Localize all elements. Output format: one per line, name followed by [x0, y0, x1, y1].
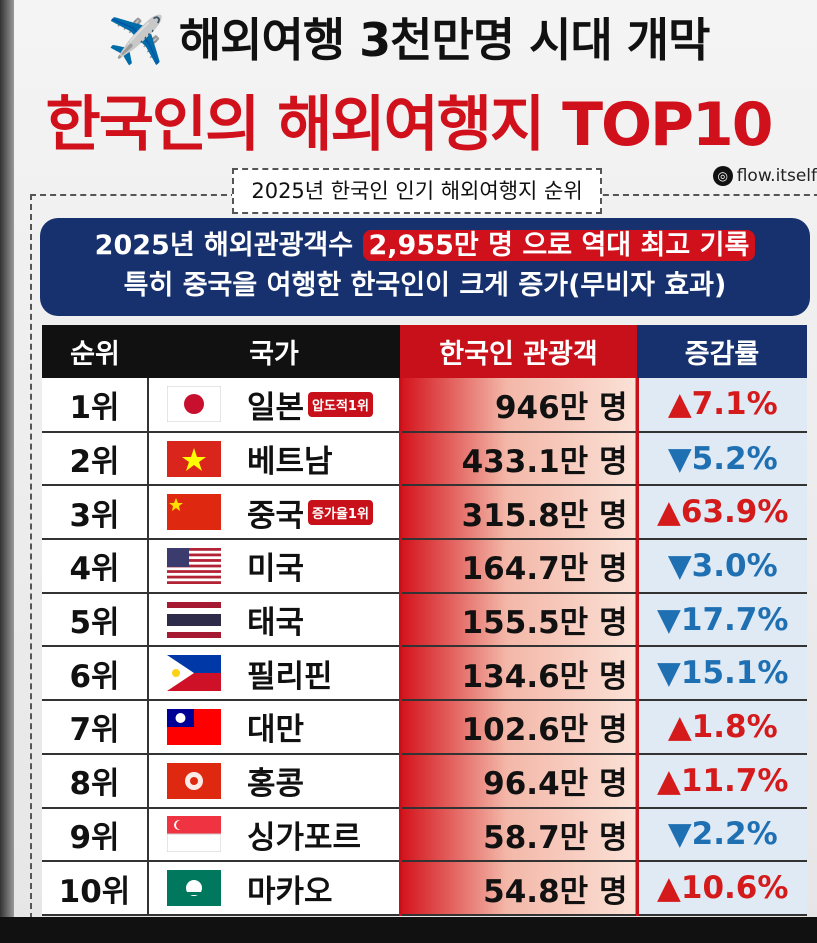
- flag-cn-icon: [167, 494, 221, 531]
- country-badge: 압도적1위: [308, 391, 373, 417]
- table-row: 8위 홍콩 96.4만 명 ▲11.7%: [42, 753, 807, 809]
- change-cell: ▼3.0%: [637, 539, 807, 594]
- table-row: 3위 중국 증가율1위 315.8만 명 ▲63.9%: [42, 485, 807, 541]
- flag-tw-icon: [167, 708, 221, 745]
- country-name: 베트남: [247, 444, 333, 481]
- change-cell: ▲1.8%: [637, 700, 807, 755]
- flag-jp-icon: [167, 386, 221, 423]
- table-row: 2위 베트남 433.1만 명 ▼5.2%: [42, 431, 807, 487]
- flag-th-icon: [167, 601, 221, 638]
- summary-banner: 2025년 해외관광객수 2,955만 명 으로 역대 최고 기록 특히 중국을…: [40, 218, 810, 316]
- header-change: 증감률: [637, 325, 807, 378]
- banner-line-2: 특히 중국을 여행한 한국인이 크게 증가(무비자 효과): [123, 270, 727, 301]
- country-name: 미국: [247, 551, 305, 588]
- table-row: 7위 대만 102.6만 명 ▲1.8%: [42, 700, 807, 755]
- country-cell: 필리핀: [148, 646, 400, 702]
- change-cell: ▼17.7%: [637, 592, 807, 648]
- visitors-cell: 102.6만 명: [398, 700, 639, 755]
- header-country: 국가: [148, 325, 400, 378]
- change-cell: ▼15.1%: [637, 646, 807, 702]
- country-cell: 홍콩: [148, 753, 400, 809]
- title-line-1: ✈️ 해외여행 3천만명 시대 개막: [107, 13, 711, 67]
- ranking-table: 순위 국가 한국인 관광객 증감률 1위 일본 압도적1위 946만 명 ▲7.1…: [42, 325, 807, 916]
- visitors-cell: 54.8만 명: [398, 861, 639, 916]
- visitors-cell: 155.5만 명: [398, 592, 639, 648]
- visitors-cell: 164.7만 명: [398, 539, 639, 594]
- country-name: 중국: [247, 497, 305, 534]
- change-cell: ▼2.2%: [637, 807, 807, 863]
- table-row: 6위 필리핀 134.6만 명 ▼15.1%: [42, 646, 807, 702]
- country-badge: 증가율1위: [308, 499, 373, 525]
- flag-us-icon: [167, 547, 221, 584]
- country-cell: 싱가포르: [148, 807, 400, 863]
- country-name: 홍콩: [247, 766, 305, 803]
- title-line-2: 한국인의 해외여행지 TOP10: [45, 90, 774, 160]
- rank-cell: 5위: [42, 592, 149, 648]
- visitors-cell: 134.6만 명: [398, 646, 639, 702]
- flag-mo-icon: [167, 870, 221, 907]
- table-row: 4위 미국 164.7만 명 ▼3.0%: [42, 539, 807, 594]
- flag-hk-icon: [167, 762, 221, 799]
- banner-highlight: 2,955만 명 으로 역대 최고 기록: [362, 230, 756, 261]
- bottom-bar: [0, 917, 817, 943]
- country-cell: 태국: [148, 592, 400, 648]
- banner-text: 2025년 해외관광객수: [94, 230, 363, 261]
- rank-cell: 9위: [42, 807, 149, 863]
- country-cell: 미국: [148, 539, 400, 594]
- instagram-icon: ◎: [712, 166, 733, 186]
- rank-cell: 3위: [42, 485, 149, 541]
- visitors-cell: 315.8만 명: [398, 485, 639, 541]
- country-cell: 중국 증가율1위: [148, 485, 400, 541]
- change-cell: ▲10.6%: [637, 861, 807, 916]
- banner-line-1: 2025년 해외관광객수 2,955만 명 으로 역대 최고 기록: [40, 226, 810, 266]
- rank-cell: 10위: [42, 861, 149, 916]
- country-name: 필리핀: [247, 658, 333, 695]
- rank-cell: 4위: [42, 539, 149, 594]
- country-cell: 베트남: [148, 431, 400, 487]
- visitors-cell: 96.4만 명: [398, 753, 639, 809]
- flag-sg-icon: [167, 816, 221, 853]
- table-row: 1위 일본 압도적1위 946만 명 ▲7.1%: [42, 378, 807, 433]
- change-cell: ▼5.2%: [637, 431, 807, 487]
- rank-cell: 2위: [42, 431, 149, 487]
- instagram-credit: ◎ flow.itself: [712, 166, 817, 186]
- flag-vn-icon: [167, 440, 221, 477]
- table-row: 9위 싱가포르 58.7만 명 ▼2.2%: [42, 807, 807, 863]
- country-name: 태국: [247, 605, 305, 642]
- country-cell: 대만: [148, 700, 400, 755]
- instagram-handle: flow.itself: [736, 166, 817, 186]
- country-name: 싱가포르: [247, 819, 362, 856]
- header-rank: 순위: [42, 325, 148, 378]
- rank-cell: 7위: [42, 700, 149, 755]
- flag-ph-icon: [167, 655, 221, 692]
- visitors-cell: 58.7만 명: [398, 807, 639, 863]
- rank-cell: 6위: [42, 646, 149, 702]
- country-name: 대만: [247, 712, 305, 749]
- change-cell: ▲63.9%: [637, 485, 807, 541]
- change-cell: ▲7.1%: [637, 378, 807, 433]
- rank-cell: 8위: [42, 753, 149, 809]
- visitors-cell: 433.1만 명: [398, 431, 639, 487]
- rank-cell: 1위: [42, 378, 149, 433]
- country-name: 일본: [247, 389, 305, 426]
- country-name: 마카오: [247, 873, 333, 910]
- table-row: 5위 태국 155.5만 명 ▼17.7%: [42, 592, 807, 648]
- change-cell: ▲11.7%: [637, 753, 807, 809]
- visitors-cell: 946만 명: [398, 378, 639, 433]
- left-edge: [0, 0, 14, 943]
- country-cell: 일본 압도적1위: [148, 378, 400, 433]
- country-cell: 마카오: [148, 861, 400, 916]
- table-row: 10위 마카오 54.8만 명 ▲10.6%: [42, 861, 807, 916]
- subtitle: 2025년 한국인 인기 해외여행지 순위: [232, 168, 602, 214]
- header-visitors: 한국인 관광객: [400, 325, 637, 378]
